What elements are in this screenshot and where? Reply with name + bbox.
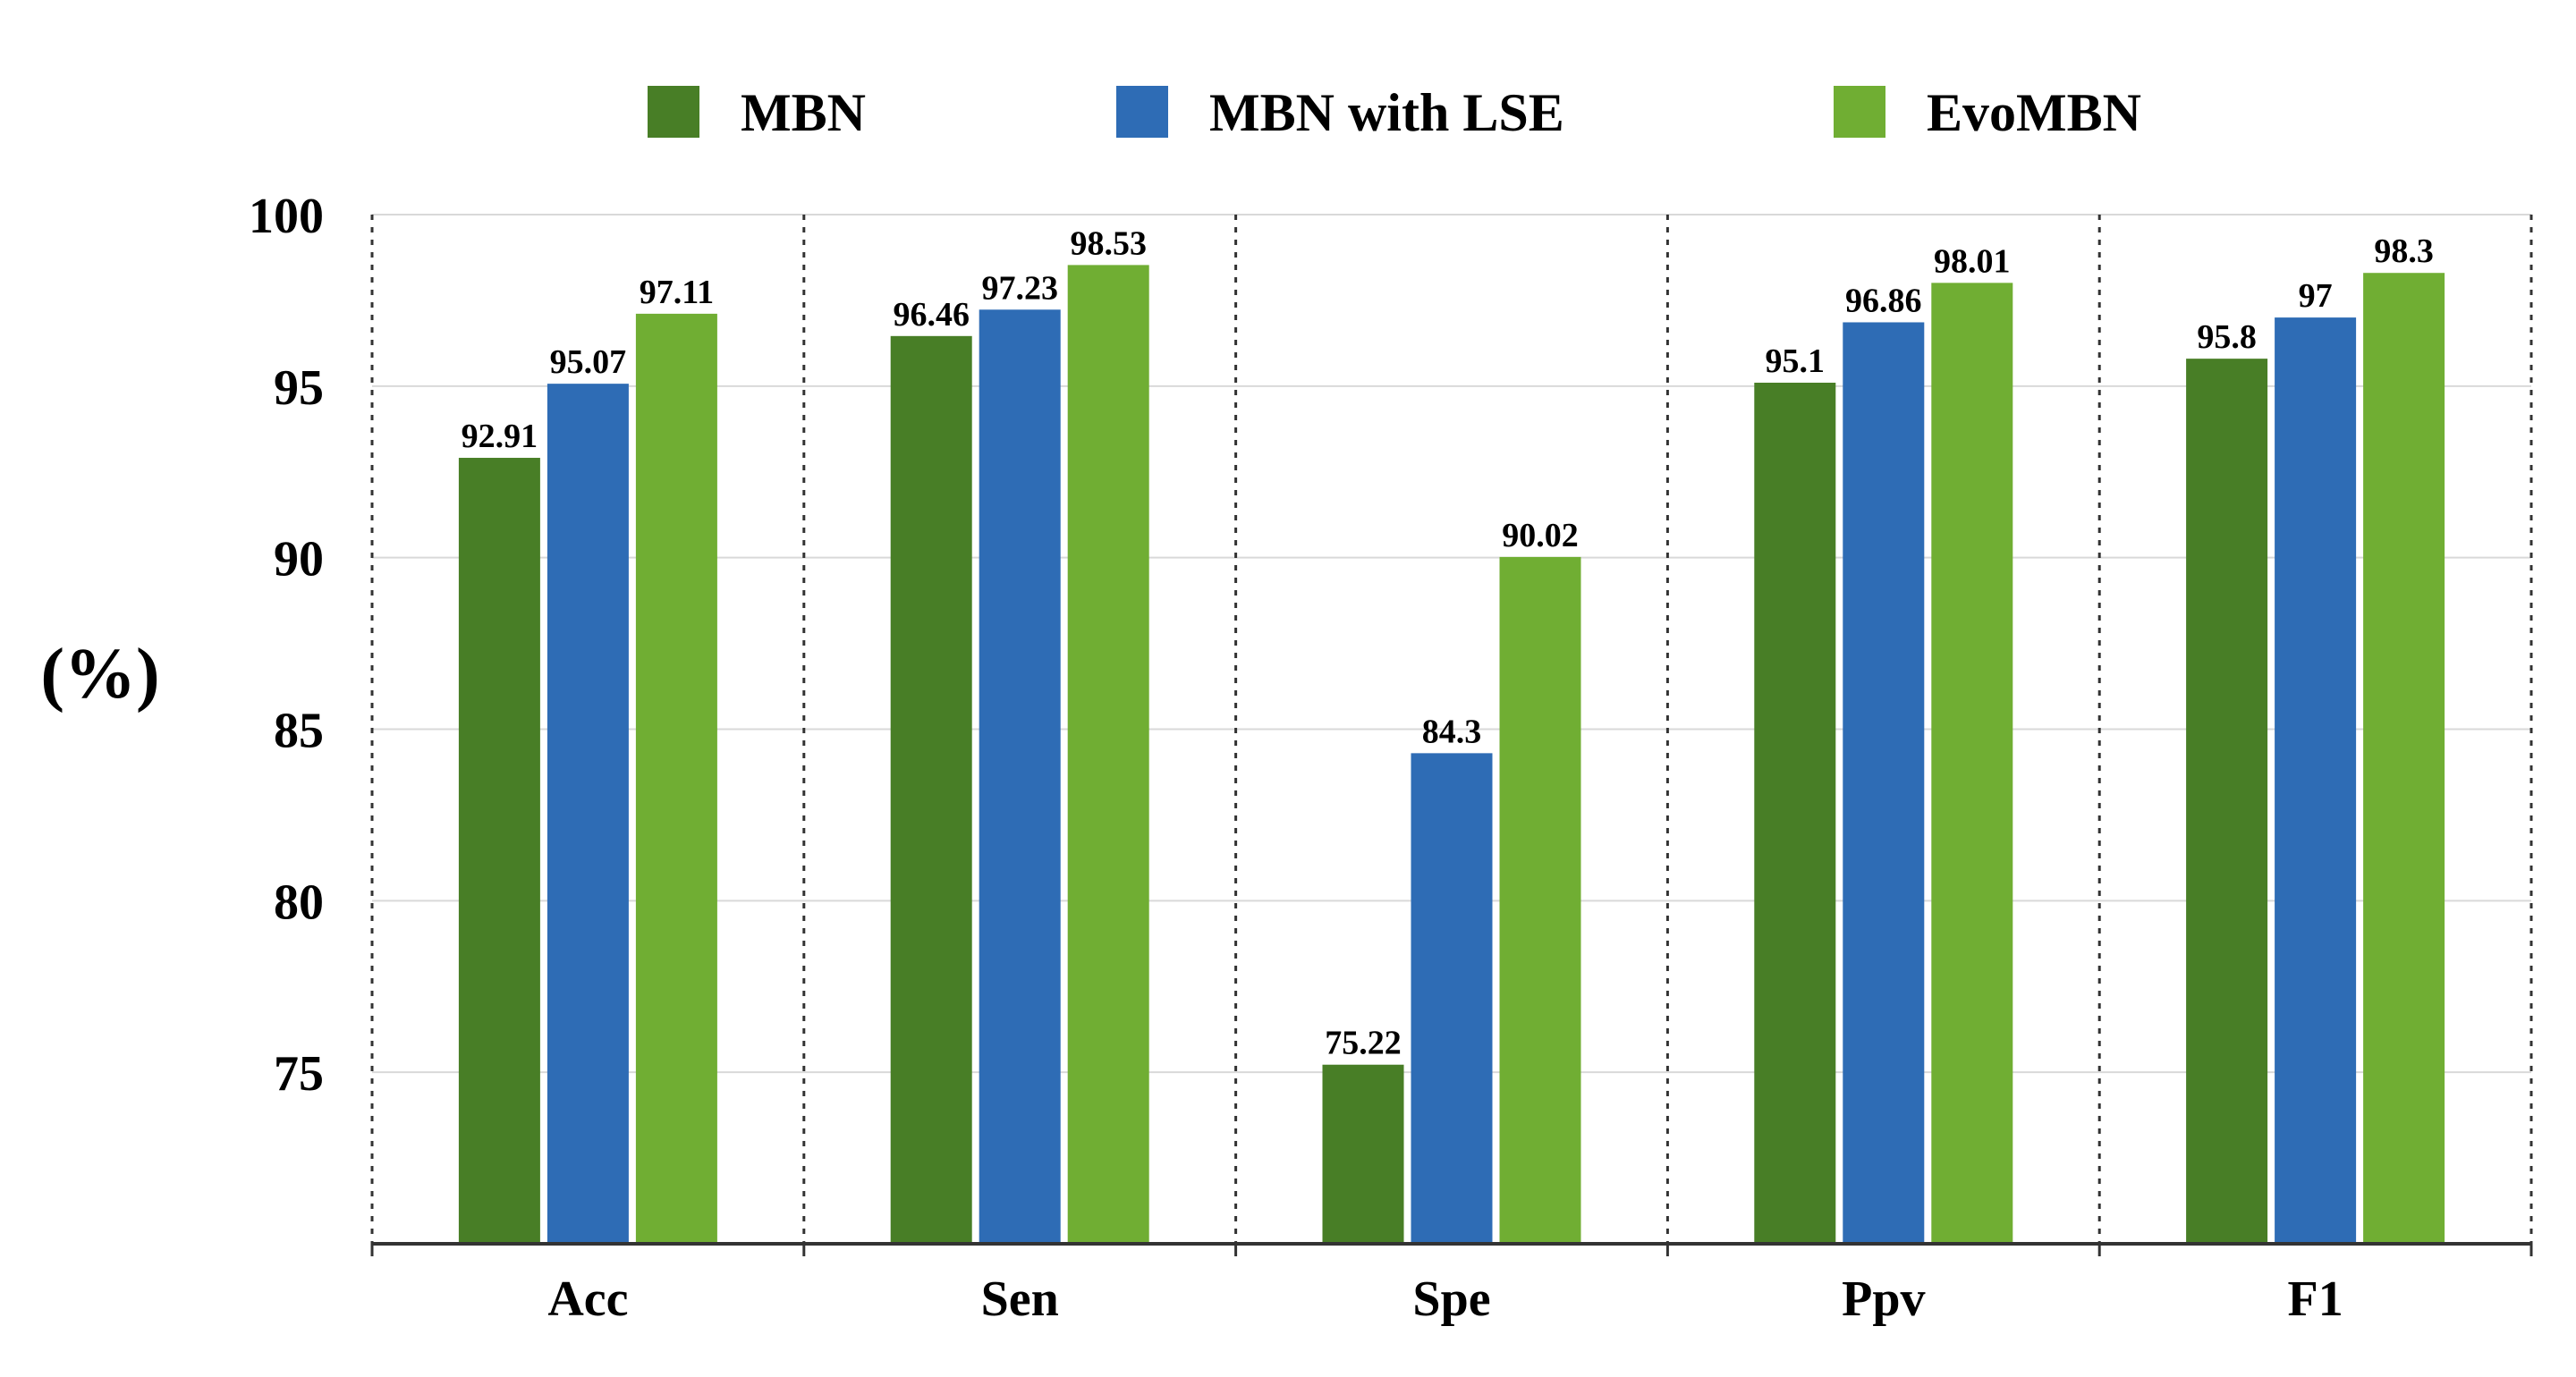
x-tick-label: Acc	[547, 1271, 628, 1327]
data-label: 96.86	[1845, 282, 1922, 319]
data-label: 97.23	[981, 269, 1058, 307]
bar	[1067, 265, 1149, 1245]
gridlines	[370, 214, 2533, 1244]
bar	[890, 335, 972, 1244]
data-label: 92.91	[462, 418, 538, 455]
y-tick-label: 85	[274, 704, 324, 759]
y-tick-label: 100	[249, 189, 324, 244]
bar	[1411, 753, 1493, 1244]
data-label: 95.1	[1766, 342, 1826, 380]
bar	[2275, 317, 2357, 1245]
bar	[1843, 322, 1925, 1245]
legend-label: EvoMBN	[1927, 83, 2141, 142]
bar	[2186, 359, 2268, 1244]
y-tick-label: 80	[274, 874, 324, 930]
data-label: 90.02	[1502, 517, 1579, 554]
data-label: 96.46	[893, 296, 970, 334]
data-label: 98.01	[1934, 242, 2011, 280]
bar	[2363, 273, 2445, 1244]
axes: 75 80 85 90 95 100 Acc Sen Spe Ppv F1	[249, 189, 2533, 1327]
legend-swatch	[1834, 86, 1885, 138]
data-label: 98.3	[2374, 232, 2434, 270]
data-label: 97	[2299, 277, 2333, 315]
legend-label: MBN	[741, 83, 866, 142]
legend: MBN MBN with LSE EvoMBN	[648, 83, 2141, 142]
data-label: 75.22	[1325, 1025, 1402, 1062]
bar	[547, 384, 629, 1244]
legend-label: MBN with LSE	[1209, 83, 1564, 142]
data-label: 95.07	[550, 343, 627, 381]
x-tick-label: Ppv	[1842, 1271, 1925, 1327]
legend-swatch	[648, 86, 699, 138]
x-tick-label: Sen	[981, 1271, 1059, 1327]
bar	[1499, 556, 1581, 1244]
bar	[1754, 382, 1836, 1244]
bar	[1931, 283, 2013, 1245]
y-axis-label: (%)	[40, 635, 159, 714]
data-label: 98.53	[1070, 224, 1147, 262]
legend-swatch	[1116, 86, 1168, 138]
y-tick-label: 95	[274, 360, 324, 416]
bar	[979, 309, 1061, 1245]
y-tick-label: 75	[274, 1046, 324, 1102]
data-label: 97.11	[640, 274, 714, 311]
bars: 92.91 95.07 97.11 96.46 97.23 98.53 75.22 84.3 9…	[458, 224, 2445, 1245]
bar	[635, 313, 717, 1245]
x-tick-label: Spe	[1412, 1271, 1490, 1327]
data-label: 84.3	[1422, 713, 1482, 750]
bar	[458, 458, 540, 1244]
bar	[1322, 1064, 1404, 1244]
data-label: 95.8	[2197, 318, 2257, 356]
y-tick-label: 90	[274, 532, 324, 587]
x-tick-label: F1	[2287, 1271, 2343, 1327]
